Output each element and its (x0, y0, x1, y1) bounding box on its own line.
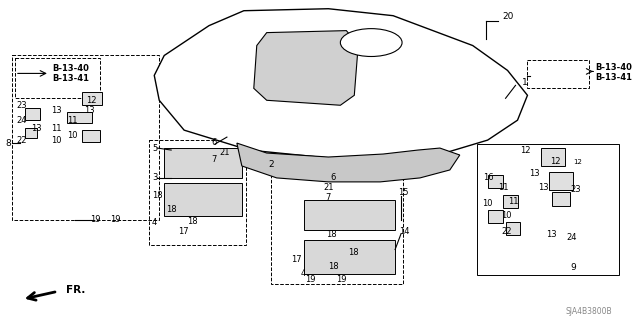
Bar (12, 56, 159, 220)
Text: 18: 18 (166, 205, 177, 214)
Bar (527, 61, 589, 88)
Text: 12: 12 (86, 96, 97, 105)
Text: 10: 10 (501, 211, 512, 220)
Bar (552, 192, 570, 206)
Text: 12: 12 (520, 145, 531, 154)
Text: 24: 24 (17, 116, 27, 125)
Bar (271, 175, 403, 285)
Text: 19: 19 (110, 215, 121, 224)
Text: 22: 22 (17, 136, 27, 145)
Bar (488, 175, 502, 188)
Bar (67, 112, 92, 123)
Bar (506, 222, 520, 235)
Text: 8: 8 (5, 138, 11, 148)
Text: 7: 7 (326, 193, 331, 202)
Text: 21: 21 (323, 183, 333, 192)
Bar (149, 140, 246, 245)
Bar (303, 200, 395, 230)
Bar (25, 108, 40, 120)
Text: 13: 13 (538, 183, 548, 192)
Bar (502, 195, 518, 208)
Bar (82, 130, 100, 142)
Text: 10: 10 (67, 130, 78, 140)
Polygon shape (254, 31, 358, 105)
Text: 23: 23 (570, 185, 580, 194)
Text: 18: 18 (187, 217, 197, 226)
Text: 22: 22 (501, 227, 512, 236)
Text: 4: 4 (301, 269, 306, 278)
Text: 2: 2 (269, 160, 275, 169)
Text: 24: 24 (566, 233, 577, 242)
Text: 5: 5 (152, 144, 157, 152)
Text: 20: 20 (502, 12, 513, 21)
Text: 11: 11 (499, 183, 509, 192)
Text: FR.: FR. (66, 286, 85, 295)
Bar (303, 240, 395, 274)
Text: 6: 6 (211, 137, 216, 147)
Bar (541, 148, 565, 166)
Text: 18: 18 (328, 262, 339, 271)
Text: B-13-40: B-13-40 (595, 63, 632, 72)
Bar (477, 144, 619, 275)
Text: B-13-40: B-13-40 (52, 64, 88, 73)
Text: 9: 9 (570, 263, 576, 272)
Text: 13: 13 (546, 230, 557, 239)
Text: 19: 19 (305, 275, 316, 284)
Text: 18: 18 (348, 248, 358, 257)
Text: 11: 11 (508, 197, 519, 206)
Polygon shape (237, 143, 460, 182)
Polygon shape (154, 9, 527, 160)
Text: 23: 23 (17, 101, 28, 110)
Text: 17: 17 (291, 255, 302, 264)
Text: 6: 6 (331, 174, 336, 182)
Text: 17: 17 (178, 227, 188, 236)
Text: 12: 12 (573, 159, 582, 165)
Text: 19: 19 (336, 275, 347, 284)
Bar (549, 172, 573, 190)
Bar (25, 128, 37, 138)
Ellipse shape (340, 29, 402, 56)
Text: 3: 3 (152, 174, 157, 182)
Text: SJA4B3800B: SJA4B3800B (565, 307, 612, 316)
Text: B-13-41: B-13-41 (595, 73, 632, 82)
Text: 21: 21 (219, 147, 230, 157)
Bar (164, 183, 242, 216)
Text: 18: 18 (152, 191, 163, 200)
Bar (82, 92, 102, 105)
Text: 1: 1 (522, 78, 527, 87)
Text: 13: 13 (84, 106, 95, 115)
Text: 14: 14 (399, 227, 410, 236)
Text: 10: 10 (51, 136, 62, 145)
Text: 10: 10 (483, 199, 493, 208)
Bar (164, 148, 242, 178)
Text: 13: 13 (529, 169, 540, 178)
Text: 19: 19 (90, 215, 100, 224)
Text: 12: 12 (550, 158, 561, 167)
Text: 13: 13 (51, 106, 62, 115)
Text: 7: 7 (211, 155, 216, 165)
Text: 16: 16 (483, 174, 494, 182)
Text: B-13-41: B-13-41 (52, 74, 89, 83)
Bar (15, 58, 100, 98)
Text: 11: 11 (67, 116, 78, 125)
Text: 13: 13 (31, 124, 42, 133)
Text: 11: 11 (51, 124, 62, 133)
Bar (488, 210, 502, 223)
Text: 18: 18 (326, 230, 337, 239)
Text: 4: 4 (152, 218, 157, 227)
Text: 15: 15 (398, 188, 408, 197)
